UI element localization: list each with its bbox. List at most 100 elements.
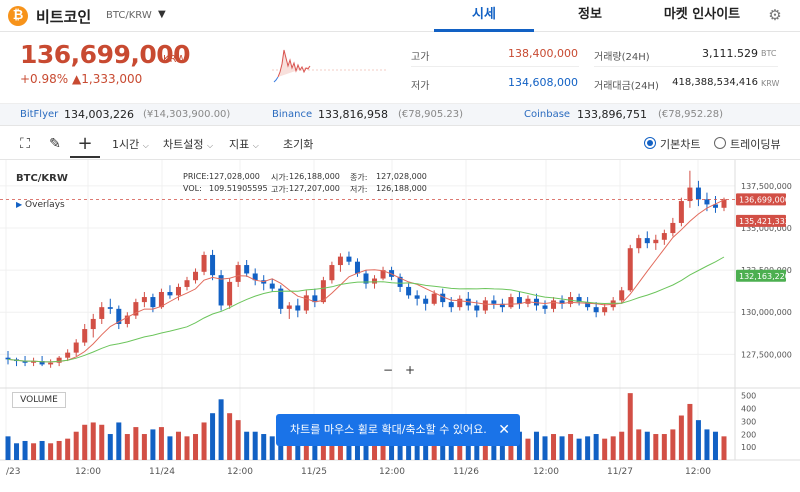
candle-body	[508, 297, 514, 308]
basic-chart-radio[interactable]	[644, 137, 656, 149]
candle-body	[585, 302, 591, 308]
candle-body	[39, 361, 45, 365]
volume-panel-label[interactable]: VOLUME	[12, 392, 66, 408]
high-label: 고가	[411, 52, 430, 63]
candle-body	[533, 298, 539, 306]
candle-body	[423, 298, 429, 304]
reset-button[interactable]: 초기화	[283, 138, 314, 151]
change-percent: +0.98%	[20, 72, 69, 86]
chart-pair-label: BTC/KRW	[16, 173, 68, 184]
candle-body	[406, 286, 412, 296]
chevron-down-icon: ⌵	[206, 141, 214, 150]
change-amount: ▲1,333,000	[72, 72, 143, 86]
x-tick-label: /23	[6, 467, 20, 477]
top-header	[0, 0, 800, 32]
candle-body	[107, 307, 113, 309]
candle-body	[278, 288, 284, 309]
candle-body	[5, 357, 11, 360]
overlays-toggle[interactable]: ▶ Overlays	[16, 200, 65, 210]
candle-body	[150, 297, 156, 308]
zoom-out-button[interactable]: −	[382, 363, 394, 377]
exchange-price-bar	[0, 104, 800, 126]
volume-bar	[448, 434, 454, 460]
candlestick-chart[interactable]: 137,500,000135,000,000132,500,000130,000…	[0, 160, 800, 492]
chart-settings-label: 차트설정	[163, 138, 204, 151]
basic-chart-label[interactable]: 기본차트	[660, 138, 701, 151]
chart-settings-button[interactable]: 차트설정 ⌵	[163, 136, 213, 152]
volume-bar	[636, 429, 642, 460]
candle-body	[636, 238, 642, 249]
volume-bar	[167, 436, 173, 460]
volume-bar	[712, 431, 718, 460]
candle-body	[372, 278, 378, 284]
crosshair-icon[interactable]: +	[77, 133, 93, 154]
candle-body	[687, 187, 693, 202]
volume-bar	[73, 431, 79, 460]
candle-body	[516, 297, 522, 304]
volume-bar	[525, 438, 531, 460]
volume-tick-label: 100	[741, 443, 756, 452]
chevron-down-icon[interactable]: ▼	[158, 9, 166, 20]
candle-body	[653, 239, 659, 244]
volume-tick-label: 500	[741, 392, 756, 401]
trading-view-radio[interactable]	[714, 137, 726, 149]
ohlc-vol-label: VOL:	[183, 184, 202, 193]
ma-short-price-tag: 135,421,333	[739, 217, 790, 226]
volume-bar	[193, 434, 199, 460]
x-tick-label: 12:00	[227, 467, 253, 477]
ohlc-vol: 109.51905595	[209, 184, 268, 193]
toast-message: 차트를 마우스 휠로 확대/축소할 수 있어요.	[290, 423, 487, 436]
volume-tick-label: 400	[741, 405, 756, 414]
candle-body	[482, 300, 488, 311]
tab-info[interactable]: 정보	[578, 7, 602, 22]
candle-body	[525, 298, 531, 304]
chevron-down-icon: ⌵	[142, 141, 149, 150]
volume-bar	[457, 434, 463, 460]
candle-body	[218, 275, 224, 306]
volume-bar	[99, 424, 105, 460]
candle-body	[474, 305, 480, 311]
volume-bar	[252, 431, 258, 460]
close-icon[interactable]: ✕	[498, 422, 510, 438]
volume-bar	[107, 434, 113, 460]
candle-body	[627, 248, 633, 291]
candle-body	[167, 292, 173, 296]
coin-name[interactable]: 비트코인	[36, 8, 92, 26]
interval-select[interactable]: 1시간 ⌵	[112, 136, 149, 152]
candle-body	[695, 187, 701, 200]
candle-body	[542, 305, 548, 309]
fullscreen-icon[interactable]: ⛶	[20, 136, 30, 152]
candle-body	[193, 271, 199, 281]
volume-bar	[150, 429, 156, 460]
volume-bar	[82, 424, 88, 460]
gear-icon[interactable]: ⚙	[768, 6, 782, 24]
volume-bar	[516, 431, 522, 460]
volume-bar	[687, 403, 693, 460]
exchange-foreign-price: (€78,952.28)	[658, 109, 724, 120]
tab-market-insight[interactable]: 마켓 인사이트	[663, 7, 741, 22]
high-value: 138,400,000	[508, 47, 578, 60]
zoom-in-button[interactable]: +	[404, 363, 416, 377]
zoom-hint-toast: 차트를 마우스 휠로 확대/축소할 수 있어요. ✕	[276, 414, 520, 446]
coin-pair[interactable]: BTC/KRW	[106, 10, 152, 21]
ohlc-high: 127,207,000	[289, 184, 340, 193]
candle-body	[491, 300, 497, 304]
volume-bar	[653, 434, 659, 460]
pencil-icon[interactable]: ✎	[49, 136, 61, 152]
x-tick-label: 11/26	[453, 467, 479, 477]
volume-bar	[56, 440, 62, 460]
indicators-button[interactable]: 지표 ⌵	[229, 136, 259, 152]
tab-price[interactable]: 시세	[434, 0, 534, 32]
amount-label: 거래대금(24H)	[594, 81, 659, 92]
candle-body	[354, 261, 360, 274]
candle-body	[678, 201, 684, 223]
exchange-name: Coinbase	[524, 109, 571, 120]
bitcoin-icon: ₿	[8, 6, 28, 26]
volume-bar	[661, 434, 667, 460]
x-tick-label: 12:00	[75, 467, 101, 477]
candle-body	[414, 295, 420, 299]
x-tick-label: 11/25	[301, 467, 327, 477]
volume-bar	[704, 429, 710, 460]
trading-view-label[interactable]: 트레이딩뷰	[730, 138, 781, 151]
price-unit: KRW	[163, 54, 186, 65]
